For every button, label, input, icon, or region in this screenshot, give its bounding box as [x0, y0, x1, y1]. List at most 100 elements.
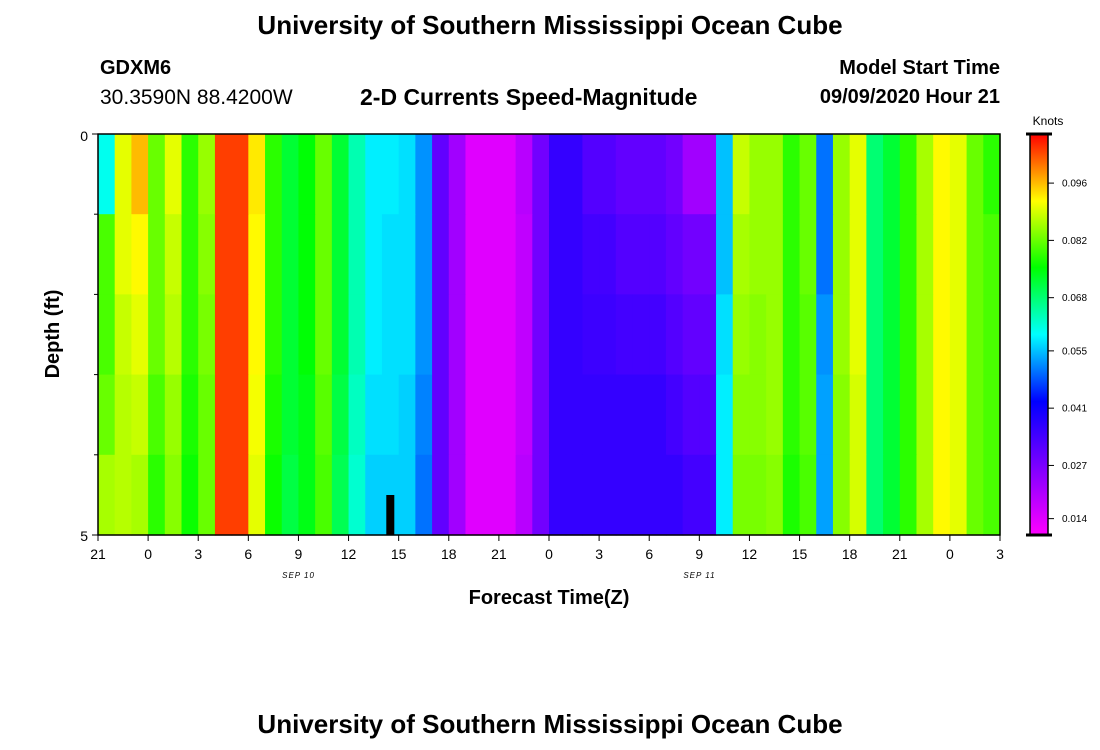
heatmap-cell	[482, 374, 500, 456]
heatmap-cell	[716, 454, 734, 536]
x-tick-label: 6	[645, 546, 653, 562]
x-tick-label: 12	[341, 546, 357, 562]
heatmap-cell	[164, 134, 183, 215]
heatmap-cell	[214, 454, 233, 536]
heatmap-cell	[966, 214, 984, 295]
heatmap-cell	[949, 454, 968, 536]
heatmap-cell	[665, 454, 684, 536]
heatmap-cell	[181, 454, 199, 536]
heatmap-cell	[498, 454, 517, 536]
heatmap-cell	[665, 134, 684, 215]
heatmap-cell	[131, 214, 149, 295]
heatmap-cell	[365, 454, 383, 536]
heatmap-cell	[465, 214, 483, 295]
x-tick-label: 15	[391, 546, 407, 562]
heatmap-cell	[198, 294, 216, 376]
x-tick-label: 18	[441, 546, 457, 562]
heatmap-cell	[515, 214, 533, 295]
model-start-value: 09/09/2020 Hour 21	[819, 86, 1000, 108]
heatmap-cell	[515, 294, 533, 376]
heatmap-cell	[331, 214, 350, 295]
heatmap-cell	[114, 294, 132, 376]
x-tick-label: 18	[842, 546, 858, 562]
heatmap-cell	[415, 454, 433, 536]
colorbar-gradient	[1030, 134, 1048, 535]
heatmap-cell	[565, 454, 583, 536]
heatmap-cell	[782, 134, 801, 215]
colorbar-frame	[1029, 133, 1049, 536]
heatmap-cell	[632, 134, 650, 215]
heatmap-cell	[983, 454, 1001, 536]
heatmap-cell	[866, 294, 884, 376]
heatmap-cell	[432, 454, 450, 536]
heatmap-cell	[799, 134, 817, 215]
x-tick-label: 3	[996, 546, 1004, 562]
x-tick-label: 15	[792, 546, 808, 562]
heatmap-cell	[532, 454, 550, 536]
colorbar-tick-label: 0.027	[1062, 461, 1087, 472]
heatmap-cell	[966, 374, 984, 456]
heatmap-cell	[883, 374, 901, 456]
heatmap-cell	[599, 214, 617, 295]
heatmap-cell	[699, 294, 717, 376]
heatmap-cell	[615, 454, 634, 536]
y-tick-label: 0	[80, 128, 88, 144]
heatmap-cell	[766, 214, 784, 295]
heatmap-cell	[632, 454, 650, 536]
heatmap-cell	[916, 294, 934, 376]
heatmap-cell	[281, 294, 300, 376]
heatmap-cell	[949, 214, 968, 295]
heatmap-cell	[933, 454, 951, 536]
heatmap-cell	[315, 294, 333, 376]
heatmap-cell	[849, 214, 867, 295]
heatmap-cell	[315, 374, 333, 456]
heatmap-cell	[381, 294, 400, 376]
heatmap-cell	[98, 294, 116, 376]
heatmap-cell	[933, 294, 951, 376]
heatmap-cell	[983, 134, 1001, 215]
heatmap-cell	[816, 454, 834, 536]
heatmap-cell	[732, 214, 751, 295]
heatmap-cell	[198, 134, 216, 215]
colorbar-unit-label: Knots	[1033, 114, 1064, 128]
heatmap-cell	[799, 374, 817, 456]
station-id: GDXM6	[100, 57, 172, 79]
heatmap-cell	[98, 134, 116, 215]
heatmap-cell	[315, 134, 333, 215]
heatmap-cell	[549, 374, 567, 456]
heatmap-cell	[98, 454, 116, 536]
heatmap-cell	[231, 214, 249, 295]
heatmap-cell	[198, 214, 216, 295]
heatmap-cell	[348, 294, 366, 376]
heatmap-cell	[916, 214, 934, 295]
heatmap-cell	[899, 214, 918, 295]
heatmap-cell	[315, 214, 333, 295]
heatmap-cell	[214, 134, 233, 215]
heatmap-cell	[231, 294, 249, 376]
heatmap-cell	[98, 214, 116, 295]
heatmap-cell	[448, 214, 467, 295]
x-tick-label: 0	[545, 546, 553, 562]
heatmap-cell	[983, 294, 1001, 376]
heatmap-cell	[164, 454, 183, 536]
heatmap-cell	[866, 454, 884, 536]
heatmap-cell	[348, 134, 366, 215]
heatmap-cell	[782, 454, 801, 536]
heatmap-cell	[682, 294, 700, 376]
heatmap-cell	[398, 454, 416, 536]
heatmap-cell	[649, 214, 667, 295]
heatmap-cell	[198, 454, 216, 536]
heatmap-cell	[381, 214, 400, 295]
x-tick-label: 3	[595, 546, 603, 562]
heatmap-cell	[231, 134, 249, 215]
heatmap-cell	[749, 134, 767, 215]
x-tick-label: 3	[194, 546, 202, 562]
y-tick-label: 5	[80, 528, 88, 544]
heatmap-cell	[933, 214, 951, 295]
heatmap-cell	[181, 134, 199, 215]
heatmap-cell	[381, 134, 400, 215]
heatmap-cell	[365, 134, 383, 215]
heatmap-cell	[164, 294, 183, 376]
heatmap-cell	[331, 374, 350, 456]
heatmap-cell	[549, 214, 567, 295]
